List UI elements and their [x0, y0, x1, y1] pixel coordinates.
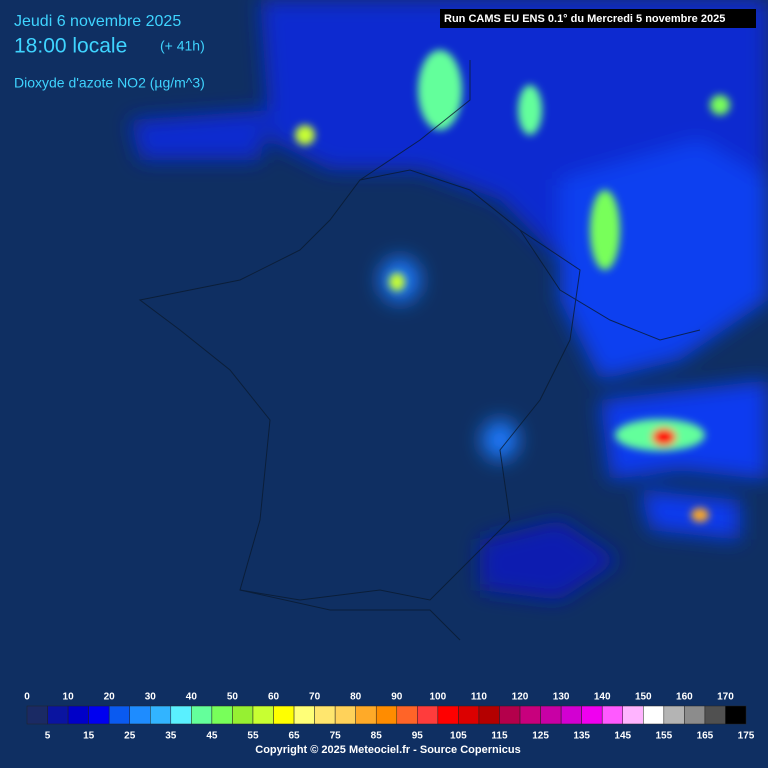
- legend-cell: [26, 705, 48, 725]
- legend-cell: [478, 705, 500, 725]
- legend-label: 165: [697, 731, 714, 742]
- pollution-hotspots: [295, 50, 730, 522]
- legend-label: 90: [391, 692, 403, 703]
- legend-label: 105: [450, 731, 467, 742]
- legend-cell: [643, 705, 665, 725]
- parameter-label: Dioxyde d'azote NO2 (µg/m^3): [14, 75, 205, 91]
- legend-cell: [314, 705, 336, 725]
- lead-label: (+ 41h): [160, 38, 205, 54]
- legend-label: 0: [24, 692, 30, 703]
- legend-cell: [211, 705, 233, 725]
- run-label: Run CAMS EU ENS 0.1° du Mercredi 5 novem…: [444, 13, 725, 25]
- legend-label: 55: [247, 731, 259, 742]
- legend-cell: [601, 705, 623, 725]
- legend-label: 10: [63, 692, 75, 703]
- legend-label: 135: [573, 731, 590, 742]
- legend-cell: [252, 705, 274, 725]
- legend-cell: [417, 705, 439, 725]
- legend-label: 5: [45, 731, 51, 742]
- legend-label: 80: [350, 692, 362, 703]
- legend-label: 20: [104, 692, 116, 703]
- legend-label: 75: [330, 731, 342, 742]
- legend-cell: [334, 705, 356, 725]
- legend-cell: [67, 705, 89, 725]
- legend-cell: [355, 705, 377, 725]
- legend-cell: [499, 705, 521, 725]
- color-legend: 0 10 20 30 40 50 60 70 80 90 100 110 120 130 140 150 160…: [24, 692, 755, 742]
- legend-cell: [129, 705, 151, 725]
- legend-cell: [150, 705, 172, 725]
- legend-cell: [622, 705, 644, 725]
- legend-label: 155: [655, 731, 672, 742]
- legend-label: 40: [186, 692, 198, 703]
- legend-label: 110: [471, 692, 488, 703]
- copyright: Copyright © 2025 Meteociel.fr - Source C…: [255, 744, 520, 756]
- run-banner: [440, 9, 756, 28]
- legend-cell: [396, 705, 418, 725]
- legend-label: 50: [227, 692, 239, 703]
- legend-cell: [684, 705, 706, 725]
- legend-label: 70: [309, 692, 321, 703]
- pollution-field: [130, 0, 768, 600]
- legend-label: 60: [268, 692, 280, 703]
- legend-label: 175: [738, 731, 755, 742]
- legend-label: 45: [206, 731, 218, 742]
- legend-cell: [725, 705, 747, 725]
- legend-cell: [581, 705, 603, 725]
- legend-label: 65: [288, 731, 300, 742]
- legend-label: 100: [430, 692, 447, 703]
- legend-label: 115: [491, 731, 508, 742]
- legend-label: 160: [676, 692, 693, 703]
- legend-label: 120: [512, 692, 529, 703]
- legend-cell: [108, 705, 130, 725]
- legend-cell: [88, 705, 110, 725]
- legend-label: 35: [165, 731, 177, 742]
- date-label: Jeudi 6 novembre 2025: [14, 13, 181, 30]
- legend-label: 150: [635, 692, 652, 703]
- legend-cell: [375, 705, 398, 725]
- legend-cell: [191, 705, 213, 725]
- legend-cell: [170, 705, 192, 725]
- borders: [138, 60, 701, 641]
- legend-label: 170: [717, 692, 734, 703]
- legend-cell: [293, 705, 315, 725]
- legend-cell: [47, 705, 69, 725]
- legend-cell: [519, 705, 541, 725]
- legend-cell: [663, 705, 685, 725]
- legend-label: 15: [83, 731, 95, 742]
- time-label: 18:00 locale: [14, 35, 127, 58]
- legend-cell: [560, 705, 582, 725]
- legend-cell: [540, 705, 562, 725]
- legend-label: 130: [553, 692, 570, 703]
- legend-cell: [232, 705, 254, 725]
- legend-label: 95: [412, 731, 424, 742]
- legend-label: 85: [371, 731, 383, 742]
- legend-cell: [458, 705, 480, 725]
- legend-label: 25: [124, 731, 136, 742]
- legend-cell: [437, 705, 459, 725]
- legend-label: 30: [145, 692, 157, 703]
- legend-label: 145: [614, 731, 631, 742]
- legend-cell: [704, 705, 726, 725]
- legend-label: 140: [594, 692, 611, 703]
- legend-label: 125: [532, 731, 549, 742]
- legend-cell: [273, 705, 295, 725]
